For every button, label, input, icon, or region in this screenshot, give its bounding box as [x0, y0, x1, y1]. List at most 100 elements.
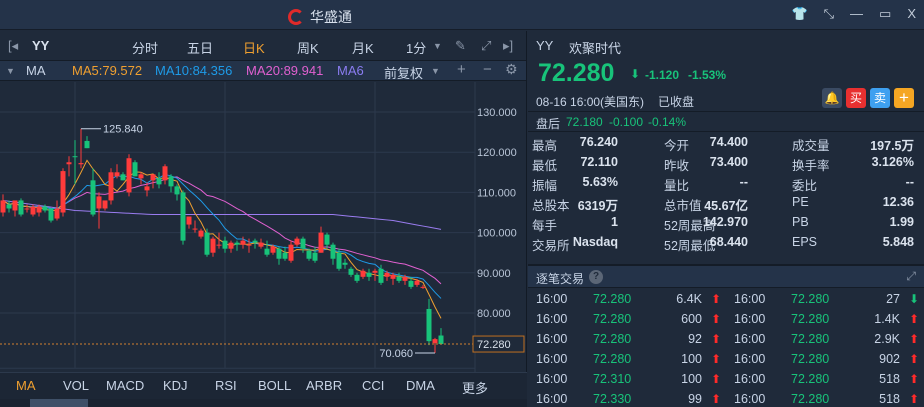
- tick-price: 72.280: [593, 312, 632, 326]
- candle-body: [168, 176, 174, 187]
- tick-header: 逐笔交易 ? ⤢: [528, 264, 924, 288]
- collapse-right-icon[interactable]: ▸]: [503, 38, 514, 53]
- candle-body: [24, 208, 30, 210]
- tick-volume: 99: [688, 392, 702, 406]
- down-arrow-icon: ⬇: [909, 292, 920, 306]
- indicator-tab-ma[interactable]: MA: [16, 378, 36, 393]
- add-watchlist-button[interactable]: +: [894, 88, 914, 108]
- stat-label: EPS: [792, 235, 818, 249]
- app-logo-icon: [288, 9, 304, 25]
- ma10-line: [2, 173, 442, 299]
- up-arrow-icon: ⬆: [909, 392, 920, 406]
- ma5-value: MA5:79.572: [72, 63, 143, 78]
- stat-value: --: [739, 175, 748, 189]
- y-tick-label: 100.000: [477, 228, 517, 240]
- stat-label: 最低: [532, 159, 558, 173]
- zoom-in-icon[interactable]: +: [457, 61, 466, 78]
- candle-body: [378, 268, 384, 283]
- expand-icon[interactable]: ⤢: [906, 269, 916, 283]
- indicator-tab-arbr[interactable]: ARBR: [306, 378, 343, 393]
- after-hours-row: 盘后 72.180 -0.100 -0.14%: [528, 111, 924, 132]
- ma20-line: [2, 176, 442, 285]
- candle-body: [282, 252, 288, 259]
- tab-five-day[interactable]: 五日: [187, 41, 214, 56]
- indicator-tab-vol[interactable]: VOL: [63, 378, 90, 393]
- app-name: 华盛通: [310, 9, 352, 25]
- tick-price: 72.280: [791, 372, 830, 386]
- maximize-icon[interactable]: ▭: [879, 6, 892, 21]
- stat-value: 1.99: [889, 215, 914, 229]
- candle-body: [114, 172, 120, 177]
- tick-time: 16:00: [536, 392, 568, 406]
- chart-toolbar: [◂ YY 分时 五日 日K 周K 月K 1分 ▼ ✎ ⤢ ▸]: [0, 31, 526, 60]
- candle-body: [432, 339, 438, 344]
- buy-button[interactable]: 买: [846, 88, 866, 108]
- symbol-label: YY: [32, 38, 50, 53]
- stat-label: 总市值: [664, 199, 702, 213]
- stat-value: --: [905, 175, 914, 189]
- candle-body: [156, 178, 162, 185]
- collapse-left-icon[interactable]: [◂: [8, 38, 19, 53]
- candlestick-chart[interactable]: 130.000 120.000 110.000 100.000 90.000 80.000…: [0, 82, 527, 372]
- close-icon[interactable]: X: [907, 6, 916, 21]
- sell-button[interactable]: 卖: [870, 88, 890, 108]
- after-hours-price: 72.180: [566, 115, 603, 129]
- scroll-thumb[interactable]: [30, 399, 88, 407]
- gear-icon[interactable]: ⚙: [505, 61, 518, 77]
- stat-value: Nasdaq: [572, 235, 618, 249]
- indicator-tab-cci[interactable]: CCI: [362, 378, 385, 393]
- indicator-tab-dma[interactable]: DMA: [406, 378, 435, 393]
- chevron-down-icon[interactable]: ▼: [431, 66, 440, 76]
- tab-intraday[interactable]: 分时: [132, 41, 159, 56]
- candle-body: [18, 200, 24, 215]
- tick-time: 16:00: [734, 312, 766, 326]
- tick-price: 72.280: [593, 352, 632, 366]
- shrink-icon[interactable]: ⤡: [823, 6, 835, 21]
- stat-value: 72.110: [580, 155, 618, 169]
- skin-shirt-icon[interactable]: 👕: [791, 6, 808, 21]
- fullscreen-icon[interactable]: ⤢: [481, 38, 492, 53]
- bottom-scrollbar[interactable]: [0, 399, 527, 407]
- interval-select[interactable]: 1分: [406, 41, 427, 56]
- indicator-tab-macd[interactable]: MACD: [106, 378, 145, 393]
- after-hours-label: 盘后: [536, 117, 561, 131]
- candle-body: [144, 186, 150, 191]
- quote-panel: YY 欢聚时代 72.280 ⬇ -1.120 -1.53% 08-16 16:…: [528, 31, 924, 407]
- indicator-tab-kdj[interactable]: KDJ: [163, 378, 188, 393]
- minimize-icon[interactable]: —: [850, 6, 864, 21]
- chevron-down-icon[interactable]: ▼: [433, 41, 442, 51]
- help-icon[interactable]: ?: [589, 270, 603, 284]
- candle-body: [12, 200, 18, 211]
- indicator-tab-rsi[interactable]: RSI: [215, 378, 237, 393]
- tick-price: 72.280: [593, 292, 632, 306]
- up-arrow-icon: ⬆: [711, 312, 722, 326]
- tick-title: 逐笔交易: [536, 272, 585, 286]
- alert-bell-icon[interactable]: 🔔: [822, 88, 842, 108]
- candle-body: [426, 308, 432, 342]
- high-label: 125.840: [103, 124, 143, 136]
- price-change-pct: -1.53%: [688, 68, 727, 82]
- indicator-tab-更多[interactable]: 更多: [462, 381, 489, 396]
- candle-body: [402, 276, 408, 281]
- candle-body: [270, 246, 276, 253]
- adjust-select[interactable]: 前复权: [384, 66, 424, 81]
- indicator-tab-boll[interactable]: BOLL: [258, 378, 292, 393]
- stat-label: 总股本: [532, 199, 570, 213]
- zoom-out-icon[interactable]: −: [483, 61, 492, 78]
- pencil-icon[interactable]: ✎: [455, 38, 466, 53]
- stat-label: 最高: [532, 139, 558, 153]
- tick-volume: 92: [688, 332, 702, 346]
- tick-volume: 600: [681, 312, 702, 326]
- candle-body: [234, 242, 240, 245]
- tab-monthly-k[interactable]: 月K: [352, 41, 374, 56]
- plot-area: [0, 82, 475, 372]
- tick-time: 16:00: [536, 332, 568, 346]
- ma10-value: MA10:84.356: [155, 63, 233, 78]
- ma-dropdown-icon[interactable]: ▼: [6, 66, 15, 76]
- tab-daily-k[interactable]: 日K: [243, 41, 265, 56]
- tick-volume: 100: [681, 352, 702, 366]
- candle-body: [102, 200, 108, 209]
- tab-weekly-k[interactable]: 周K: [297, 41, 319, 56]
- stat-label: 委比: [792, 179, 818, 193]
- y-tick-label: 90.000: [477, 268, 511, 280]
